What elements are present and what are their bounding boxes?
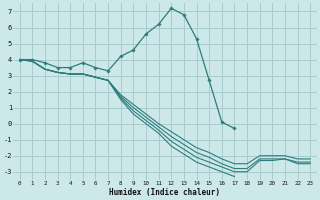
X-axis label: Humidex (Indice chaleur): Humidex (Indice chaleur) bbox=[109, 188, 220, 197]
